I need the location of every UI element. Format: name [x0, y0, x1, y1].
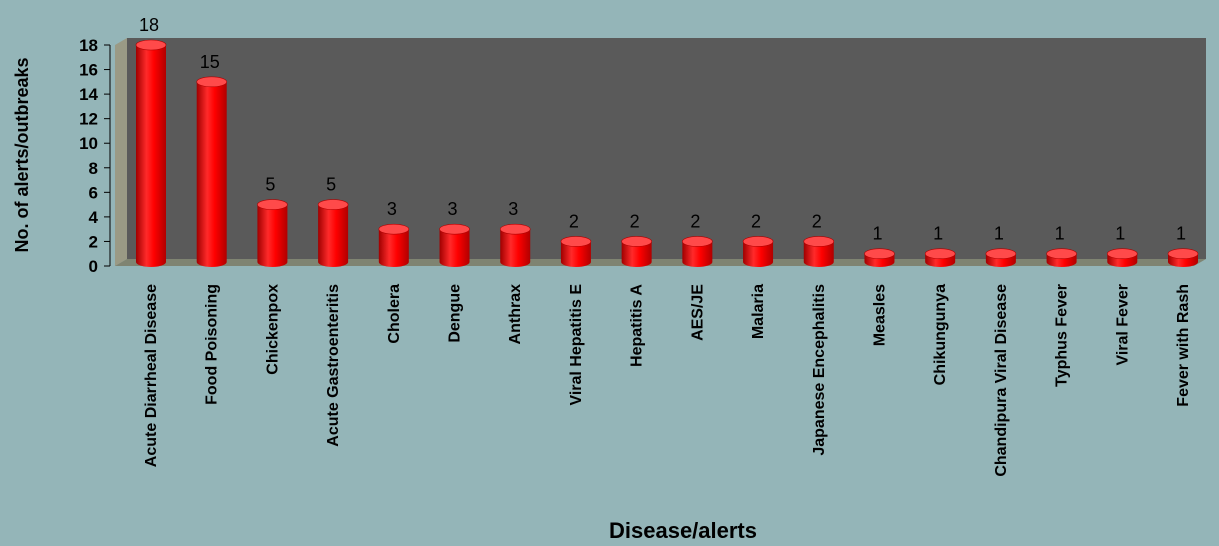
x-category-label: Malaria — [750, 284, 767, 339]
x-category-label: Chikungunya — [932, 284, 949, 385]
bar-top — [682, 236, 713, 247]
data-label: 5 — [326, 175, 336, 195]
bar-top — [1046, 248, 1077, 260]
data-label: 3 — [387, 199, 397, 219]
x-category-label: Viral Hepatitis E — [568, 284, 585, 406]
bar — [924, 248, 956, 267]
x-category-label: Fever with Rash — [1175, 284, 1192, 407]
bar-body — [743, 241, 774, 267]
bar-body — [682, 241, 713, 267]
bar-top — [742, 236, 774, 247]
bar-top — [317, 199, 349, 210]
x-category-label: Dengue — [447, 284, 464, 343]
y-tick-label: 4 — [89, 208, 99, 227]
bar-body — [803, 241, 834, 267]
bar-body — [621, 241, 652, 267]
bar — [864, 248, 895, 267]
x-category-label: Acute Gastroenteritis — [325, 284, 342, 447]
bar — [196, 76, 228, 267]
data-label: 3 — [508, 199, 518, 219]
bar-body — [196, 81, 227, 267]
x-category-label: Measles — [871, 284, 888, 346]
bar-top — [803, 236, 835, 247]
data-label: 1 — [1176, 224, 1186, 244]
bar-body — [136, 45, 166, 267]
x-axis-title: Disease/alerts — [609, 518, 757, 543]
x-category-label: Acute Diarrheal Disease — [143, 284, 160, 467]
x-category-label: Typhus Fever — [1054, 284, 1071, 387]
x-category-label: AES/JE — [689, 284, 706, 341]
bar — [439, 223, 470, 267]
data-label: 2 — [751, 211, 761, 231]
bar-body — [378, 229, 409, 267]
data-label: 5 — [265, 175, 275, 195]
data-label: 1 — [1115, 224, 1125, 244]
data-label: 2 — [630, 211, 640, 231]
plot-side-wall — [115, 38, 127, 266]
data-label: 1 — [933, 224, 943, 244]
x-category-label: Cholera — [386, 284, 403, 344]
bar — [803, 236, 835, 267]
bar — [317, 199, 349, 267]
bar-top — [196, 76, 228, 88]
bar-top — [864, 248, 895, 260]
bar-top — [560, 236, 592, 247]
x-category-label: Chickenpox — [264, 284, 281, 375]
x-category-label: Anthrax — [507, 284, 524, 345]
y-tick-label: 18 — [79, 36, 98, 55]
x-category-label: Food Poisoning — [204, 284, 221, 405]
bar-top — [378, 223, 410, 235]
x-category-label: Hepatitis A — [629, 284, 646, 367]
bar — [560, 236, 592, 267]
bar-top — [1106, 248, 1138, 260]
data-label: 3 — [448, 199, 458, 219]
bar — [378, 223, 410, 267]
bar-body — [439, 229, 470, 267]
bar-top — [985, 248, 1017, 260]
y-tick-label: 12 — [79, 110, 98, 129]
data-label: 2 — [690, 211, 700, 231]
bar — [621, 236, 652, 267]
bar — [682, 236, 713, 267]
bar — [499, 223, 531, 267]
bar-top — [621, 236, 652, 247]
data-label: 1 — [872, 224, 882, 244]
y-axis-title: No. of alerts/outbreaks — [12, 57, 32, 252]
y-tick-label: 14 — [79, 85, 98, 104]
bar-body — [500, 229, 531, 267]
y-tick-label: 2 — [89, 232, 98, 251]
bar-top — [439, 223, 470, 235]
x-category-label: Viral Fever — [1114, 284, 1131, 366]
x-category-label: Japanese Encephalitis — [811, 284, 828, 456]
data-label: 1 — [1055, 224, 1065, 244]
data-label: 1 — [994, 224, 1004, 244]
plot-back-wall — [127, 38, 1206, 259]
bar — [135, 39, 167, 267]
y-tick-label: 16 — [79, 61, 98, 80]
bar-top — [499, 223, 531, 235]
y-tick-label: 0 — [89, 257, 98, 276]
bar — [1167, 248, 1199, 267]
bar-top — [135, 39, 167, 51]
data-label: 2 — [569, 211, 579, 231]
data-label: 15 — [200, 52, 220, 72]
data-label: 18 — [139, 15, 159, 35]
bar-body — [318, 204, 349, 267]
bar — [257, 199, 288, 267]
x-category-label: Chandipura Viral Disease — [993, 284, 1010, 477]
y-tick-label: 6 — [89, 183, 98, 202]
y-tick-label: 8 — [89, 159, 98, 178]
bar-body — [560, 241, 591, 267]
y-tick-label: 10 — [79, 134, 98, 153]
bar-top — [924, 248, 956, 260]
bar-top — [257, 199, 288, 210]
bar — [1106, 248, 1138, 267]
bar — [742, 236, 774, 267]
bar-body — [257, 204, 288, 267]
bar — [1046, 248, 1077, 267]
bar — [985, 248, 1017, 267]
bar-top — [1167, 248, 1199, 260]
data-label: 2 — [812, 211, 822, 231]
